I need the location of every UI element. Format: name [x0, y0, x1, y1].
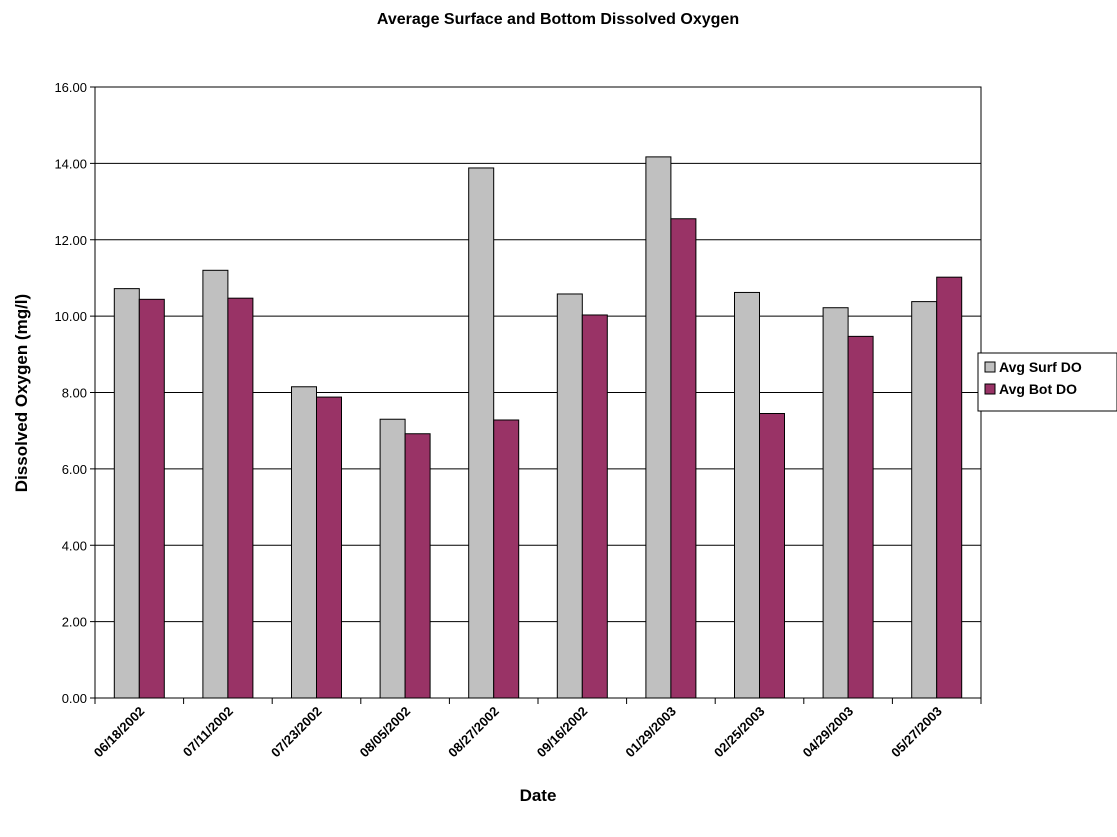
- bar-bottom: [848, 336, 873, 698]
- y-tick-label: 8.00: [62, 386, 87, 401]
- bar-surface: [114, 289, 139, 698]
- x-category-label: 06/18/2002: [91, 704, 148, 761]
- bar-bottom: [671, 219, 696, 698]
- bar-bottom: [317, 397, 342, 698]
- legend-label: Avg Bot DO: [999, 381, 1077, 397]
- bar-surface: [292, 387, 317, 698]
- bar-bottom: [228, 298, 253, 698]
- legend-swatch: [985, 362, 995, 372]
- bar-surface: [557, 294, 582, 698]
- bar-bottom: [760, 414, 785, 698]
- bar-surface: [380, 419, 405, 698]
- bar-surface: [469, 168, 494, 698]
- bar-bottom: [582, 315, 607, 698]
- bar-bottom: [494, 420, 519, 698]
- x-category-label: 08/05/2002: [357, 704, 414, 761]
- bar-bottom: [405, 434, 430, 698]
- x-category-label: 08/27/2002: [445, 704, 502, 761]
- x-category-label: 09/16/2002: [534, 704, 591, 761]
- chart-title: Average Surface and Bottom Dissolved Oxy…: [377, 11, 739, 28]
- bar-surface: [912, 302, 937, 698]
- y-tick-label: 14.00: [54, 156, 87, 171]
- x-axis-title: Date: [520, 786, 557, 805]
- bars: [114, 157, 961, 698]
- y-tick-label: 0.00: [62, 691, 87, 706]
- x-category-label: 07/11/2002: [180, 704, 236, 760]
- y-axis-title: Dissolved Oxygen (mg/l): [12, 294, 31, 492]
- bar-surface: [735, 292, 760, 698]
- legend-label: Avg Surf DO: [999, 359, 1082, 375]
- x-category-label: 02/25/2003: [711, 704, 768, 761]
- x-category-label: 01/29/2003: [622, 704, 679, 761]
- x-category-label: 05/27/2003: [888, 704, 945, 761]
- y-tick-label: 16.00: [54, 80, 87, 95]
- bar-bottom: [139, 299, 164, 698]
- legend-swatch: [985, 384, 995, 394]
- y-tick-label: 10.00: [54, 309, 87, 324]
- bar-surface: [823, 308, 848, 698]
- x-category-label: 04/29/2003: [800, 704, 857, 761]
- bar-surface: [646, 157, 671, 698]
- legend: Avg Surf DO Avg Bot DO: [978, 353, 1117, 411]
- y-tick-label: 6.00: [62, 462, 87, 477]
- bar-surface: [203, 270, 228, 698]
- bar-bottom: [937, 277, 962, 698]
- y-tick-label: 4.00: [62, 538, 87, 553]
- x-category-label: 07/23/2002: [268, 704, 325, 761]
- y-tick-label: 2.00: [62, 615, 87, 630]
- y-tick-label: 12.00: [54, 233, 87, 248]
